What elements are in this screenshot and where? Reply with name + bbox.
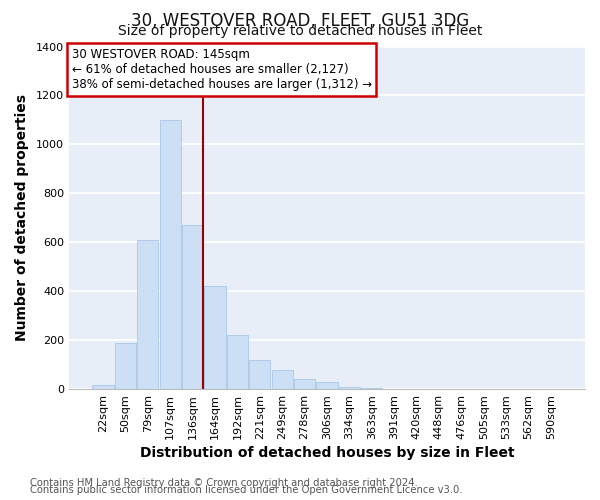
Bar (272, 370, 293, 389)
Bar (182, 225, 203, 389)
Bar (316, 382, 338, 389)
Bar (137, 240, 158, 389)
Bar (249, 360, 271, 389)
Bar (115, 342, 136, 389)
Text: 30, WESTOVER ROAD, FLEET, GU51 3DG: 30, WESTOVER ROAD, FLEET, GU51 3DG (131, 12, 469, 30)
Bar (361, 388, 382, 389)
Bar (160, 120, 181, 389)
Y-axis label: Number of detached properties: Number of detached properties (15, 94, 29, 342)
Bar (205, 286, 226, 389)
Bar (227, 335, 248, 389)
Bar (294, 380, 315, 389)
X-axis label: Distribution of detached houses by size in Fleet: Distribution of detached houses by size … (140, 446, 514, 460)
Text: Size of property relative to detached houses in Fleet: Size of property relative to detached ho… (118, 24, 482, 38)
Bar (339, 387, 360, 389)
Text: Contains HM Land Registry data © Crown copyright and database right 2024.: Contains HM Land Registry data © Crown c… (30, 478, 418, 488)
Text: Contains public sector information licensed under the Open Government Licence v3: Contains public sector information licen… (30, 485, 463, 495)
Bar (92, 386, 113, 389)
Text: 30 WESTOVER ROAD: 145sqm
← 61% of detached houses are smaller (2,127)
38% of sem: 30 WESTOVER ROAD: 145sqm ← 61% of detach… (71, 48, 371, 91)
